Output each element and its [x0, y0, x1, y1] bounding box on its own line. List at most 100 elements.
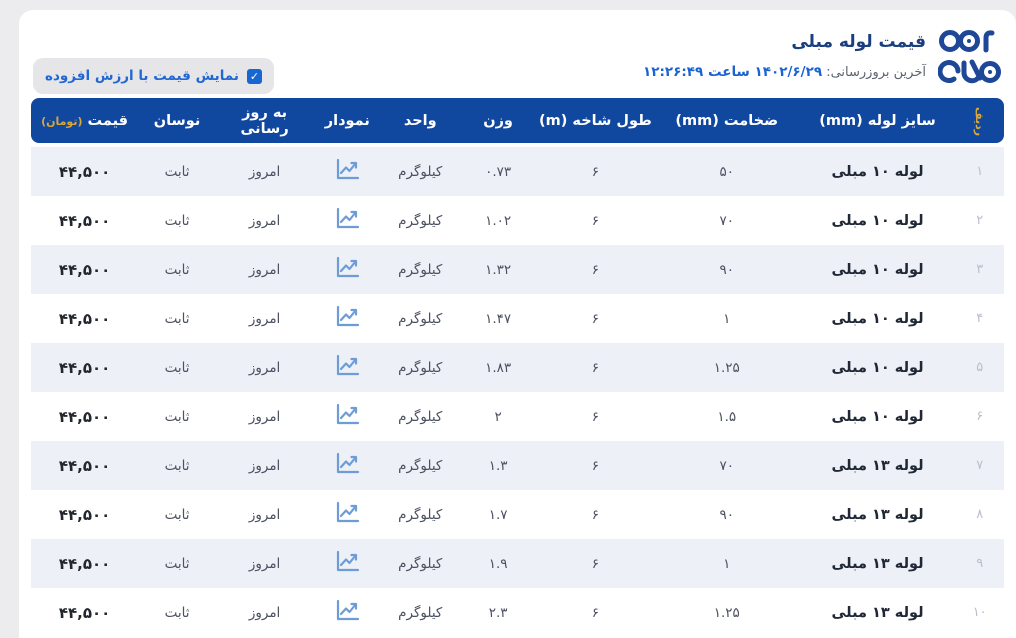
line-chart-icon[interactable] [334, 599, 360, 623]
line-chart-icon[interactable] [334, 452, 360, 476]
row-number-cell: ۱۰ [955, 588, 1004, 637]
branch-length-cell: ۶ [537, 294, 654, 343]
chart-cell [313, 539, 382, 588]
price-cell: ۴۴,۵۰۰ [31, 196, 139, 245]
row-number-cell: ۴ [955, 294, 1004, 343]
pipe-size-cell: لوله ۱۰ مبلی [799, 343, 956, 392]
line-chart-icon[interactable] [334, 305, 360, 329]
thickness-cell: ۷۰ [653, 196, 800, 245]
updated-cell: امروز [215, 539, 314, 588]
line-chart-icon[interactable] [334, 354, 360, 378]
unit-cell: کیلوگرم [381, 588, 460, 637]
price-table-wrap: ردیف سایز لوله (mm) ضخامت (mm) طول شاخه … [19, 98, 1016, 637]
line-chart-icon[interactable] [334, 550, 360, 574]
row-number-cell: ۲ [955, 196, 1004, 245]
table-body: ۱ لوله ۱۰ مبلی ۵۰ ۶ ۰.۷۳ کیلوگرم امروز ث… [31, 143, 1004, 637]
col-header-updated: به روز رسانی [215, 98, 314, 143]
line-chart-icon[interactable] [334, 256, 360, 280]
last-update: آخرین بروزرسانی: ۱۴۰۲/۶/۲۹ ساعت ۱۲:۲۶:۴۹ [643, 64, 926, 80]
updated-cell: امروز [215, 147, 314, 196]
fluctuation-cell: ثابت [138, 343, 216, 392]
weight-cell: ۲ [459, 392, 537, 441]
branch-length-cell: ۶ [537, 392, 654, 441]
row-number-cell: ۷ [955, 441, 1004, 490]
col-header-row-number: ردیف [955, 98, 1004, 143]
fluctuation-cell: ثابت [138, 490, 216, 539]
thickness-cell: ۱.۲۵ [653, 343, 800, 392]
updated-cell: امروز [215, 588, 314, 637]
col-header-thickness: ضخامت (mm) [653, 98, 800, 143]
thickness-cell: ۱ [653, 539, 800, 588]
weight-cell: ۱.۷ [459, 490, 537, 539]
updated-cell: امروز [215, 196, 314, 245]
price-card: قیمت لوله مبلی آخرین بروزرسانی: ۱۴۰۲/۶/۲… [19, 10, 1016, 638]
price-cell: ۴۴,۵۰۰ [31, 441, 139, 490]
branch-length-cell: ۶ [537, 490, 654, 539]
price-cell: ۴۴,۵۰۰ [31, 343, 139, 392]
title-block: قیمت لوله مبلی آخرین بروزرسانی: ۱۴۰۲/۶/۲… [643, 28, 926, 80]
fluctuation-cell: ثابت [138, 588, 216, 637]
fluctuation-cell: ثابت [138, 441, 216, 490]
pipe-size-cell: لوله ۱۰ مبلی [799, 392, 956, 441]
pipe-size-cell: لوله ۱۰ مبلی [799, 294, 956, 343]
chart-cell [313, 147, 382, 196]
thickness-cell: ۹۰ [653, 490, 800, 539]
price-cell: ۴۴,۵۰۰ [31, 147, 139, 196]
unit-cell: کیلوگرم [381, 294, 460, 343]
price-cell: ۴۴,۵۰۰ [31, 392, 139, 441]
price-cell: ۴۴,۵۰۰ [31, 539, 139, 588]
chart-cell [313, 196, 382, 245]
header-spacer [31, 143, 1004, 147]
weight-cell: ۰.۷۳ [459, 147, 537, 196]
pipe-size-cell: لوله ۱۳ مبلی [799, 539, 956, 588]
updated-cell: امروز [215, 245, 314, 294]
line-chart-icon[interactable] [334, 403, 360, 427]
line-chart-icon[interactable] [334, 501, 360, 525]
price-cell: ۴۴,۵۰۰ [31, 294, 139, 343]
unit-cell: کیلوگرم [381, 392, 460, 441]
thickness-cell: ۱.۵ [653, 392, 800, 441]
row-number-cell: ۸ [955, 490, 1004, 539]
col-header-length: طول شاخه (m) [537, 98, 654, 143]
fluctuation-cell: ثابت [138, 294, 216, 343]
line-chart-icon[interactable] [334, 158, 360, 182]
updated-cell: امروز [215, 392, 314, 441]
branch-length-cell: ۶ [537, 147, 654, 196]
chart-cell [313, 245, 382, 294]
updated-cell: امروز [215, 294, 314, 343]
branch-length-cell: ۶ [537, 441, 654, 490]
pipe-size-cell: لوله ۱۰ مبلی [799, 147, 956, 196]
table-row: ۸ لوله ۱۳ مبلی ۹۰ ۶ ۱.۷ کیلوگرم امروز ثا… [31, 490, 1004, 539]
col-header-fluctuation: نوسان [138, 98, 216, 143]
row-number-cell: ۶ [955, 392, 1004, 441]
fluctuation-cell: ثابت [138, 245, 216, 294]
unit-cell: کیلوگرم [381, 343, 460, 392]
weight-cell: ۲.۳ [459, 588, 537, 637]
checkbox-checked-icon[interactable]: ✓ [246, 68, 262, 84]
price-unit-label: (تومان) [41, 114, 83, 128]
row-number-cell: ۵ [955, 343, 1004, 392]
table-row: ۱ لوله ۱۰ مبلی ۵۰ ۶ ۰.۷۳ کیلوگرم امروز ث… [31, 147, 1004, 196]
updated-cell: امروز [215, 490, 314, 539]
thickness-cell: ۹۰ [653, 245, 800, 294]
pipe-size-cell: لوله ۱۰ مبلی [799, 245, 956, 294]
fluctuation-cell: ثابت [138, 147, 216, 196]
unit-cell: کیلوگرم [381, 441, 460, 490]
table-row: ۹ لوله ۱۳ مبلی ۱ ۶ ۱.۹ کیلوگرم امروز ثاب… [31, 539, 1004, 588]
col-header-size: سایز لوله (mm) [799, 98, 956, 143]
fluctuation-cell: ثابت [138, 392, 216, 441]
table-row: ۱۰ لوله ۱۳ مبلی ۱.۲۵ ۶ ۲.۳ کیلوگرم امروز… [31, 588, 1004, 637]
table-row: ۳ لوله ۱۰ مبلی ۹۰ ۶ ۱.۳۲ کیلوگرم امروز ث… [31, 245, 1004, 294]
fluctuation-cell: ثابت [138, 196, 216, 245]
chart-cell [313, 294, 382, 343]
col-header-chart: نمودار [313, 98, 382, 143]
vat-toggle[interactable]: ✓ نمایش قیمت با ارزش افزوده [33, 58, 274, 94]
chart-cell [313, 588, 382, 637]
table-row: ۵ لوله ۱۰ مبلی ۱.۲۵ ۶ ۱.۸۳ کیلوگرم امروز… [31, 343, 1004, 392]
line-chart-icon[interactable] [334, 207, 360, 231]
unit-cell: کیلوگرم [381, 245, 460, 294]
weight-cell: ۱.۸۳ [459, 343, 537, 392]
col-header-unit: واحد [381, 98, 460, 143]
price-table: ردیف سایز لوله (mm) ضخامت (mm) طول شاخه … [31, 98, 1004, 637]
ahan-online-logo-icon [938, 30, 1001, 84]
